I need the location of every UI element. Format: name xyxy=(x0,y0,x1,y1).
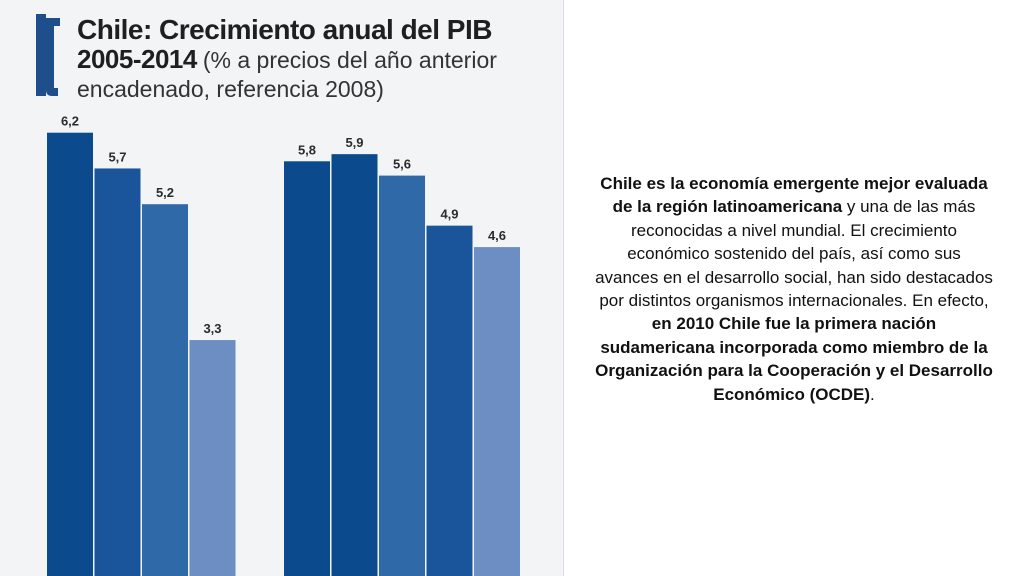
bar-label-g2-4: 4,9 xyxy=(440,207,458,222)
bar-label-g1-3: 5,2 xyxy=(156,185,174,200)
bar-label-g1-1: 6,2 xyxy=(61,114,79,129)
description-end: . xyxy=(870,384,875,404)
description-text: Chile es la economía emergente mejor eva… xyxy=(594,172,994,406)
description-bold-intro: Chile es la economía emergente mejor eva… xyxy=(600,174,988,217)
bar-g2-2 xyxy=(331,154,378,576)
bar-label-g2-2: 5,9 xyxy=(345,135,363,150)
bar-chart: 6,2 5,7 5,2 3,3 5,8 5,9 5,6 4,9 4,6 xyxy=(47,114,520,576)
chart-title-line-2: 2005-2014 (% a precios del año anterior xyxy=(77,44,497,75)
bar-label-g2-3: 5,6 xyxy=(393,157,411,172)
chart-title-line-1: Chile: Crecimiento anual del PIB xyxy=(77,14,492,45)
title-bracket-icon xyxy=(36,14,60,96)
bar-label-g2-1: 5,8 xyxy=(298,142,316,157)
chart-panel: Chile: Crecimiento anual del PIB 2005-20… xyxy=(0,0,564,576)
bar-label-g1-2: 5,7 xyxy=(108,149,126,164)
chart-title-units: (% a precios del año anterior xyxy=(202,47,497,73)
bar-g2-1 xyxy=(284,161,330,576)
bar-g1-2 xyxy=(94,168,141,576)
bar-g1-4 xyxy=(189,340,236,576)
bar-g2-5 xyxy=(474,247,520,576)
description-body: y una de las más reconocidas a nivel mun… xyxy=(595,197,993,311)
chart-title-line-3: encadenado, referencia 2008) xyxy=(77,76,384,102)
bar-g2-4 xyxy=(426,225,473,576)
bar-label-g2-5: 4,6 xyxy=(488,228,506,243)
description-bold-ocde: en 2010 Chile fue la primera nación suda… xyxy=(595,314,993,404)
bar-g1-3 xyxy=(142,204,188,576)
chart-title-years: 2005-2014 xyxy=(77,44,197,74)
bar-g1-1 xyxy=(47,132,93,576)
bar-g2-3 xyxy=(379,175,425,576)
bar-label-g1-4: 3,3 xyxy=(203,321,221,336)
